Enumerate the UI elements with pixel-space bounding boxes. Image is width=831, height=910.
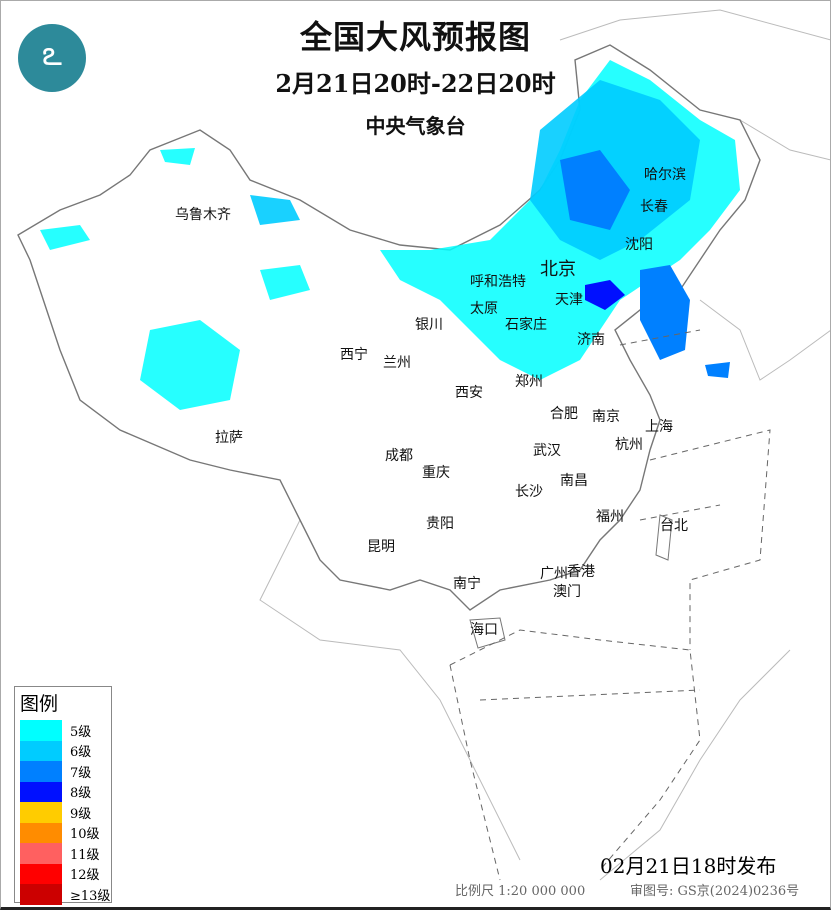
city-label: 哈尔滨 — [644, 167, 686, 183]
city-label: 济南 — [577, 332, 605, 348]
city-label: 石家庄 — [505, 317, 547, 333]
map-scale: 比例尺 1:20 000 000 — [455, 884, 586, 899]
taiwan-outline — [655, 514, 673, 561]
city-label: 银川 — [415, 317, 443, 333]
city-label: 南京 — [592, 409, 620, 425]
city-label: 北京 — [540, 259, 576, 280]
city-label: 上海 — [645, 419, 673, 435]
legend-swatch — [20, 740, 62, 761]
city-label: 太原 — [470, 301, 498, 317]
wind-areas — [40, 60, 740, 410]
legend-swatch — [20, 720, 62, 741]
city-label: 贵阳 — [426, 516, 454, 532]
city-label: 长春 — [640, 199, 668, 215]
neighbor-borders — [259, 9, 831, 881]
legend-item: 8级 — [15, 781, 111, 802]
city-label: 郑州 — [515, 374, 543, 390]
city-label: 兰州 — [383, 355, 411, 371]
forecast-period: 2月21日20时-22日20时 — [275, 69, 556, 98]
city-label: 西宁 — [340, 347, 368, 363]
legend-item: 10级 — [15, 822, 111, 843]
city-label: 长沙 — [515, 484, 543, 500]
legend-label: ≥13级 — [70, 888, 111, 904]
city-label: 沈阳 — [625, 237, 653, 253]
city-label: 乌鲁木齐 — [175, 207, 231, 223]
legend-title: 图例 — [20, 693, 59, 715]
city-label: 南宁 — [453, 576, 481, 592]
legend-item: 5级 — [15, 720, 111, 741]
legend-swatch — [20, 884, 62, 905]
release-time: 02月21日18时发布 — [600, 854, 777, 878]
city-label: 拉萨 — [215, 430, 243, 446]
city-label: 澳门 — [553, 584, 581, 600]
city-label: 台北 — [660, 518, 688, 534]
city-label: 重庆 — [422, 465, 450, 481]
legend-label: 8级 — [70, 786, 92, 802]
sea-boundaries — [449, 329, 771, 881]
city-label: 武汉 — [533, 443, 561, 459]
city-label: 昆明 — [367, 539, 395, 555]
legend-swatch — [20, 863, 62, 884]
city-label: 杭州 — [615, 437, 643, 453]
legend-item: 11级 — [15, 843, 111, 864]
city-label: 西安 — [455, 385, 483, 401]
city-label: 香港 — [567, 564, 595, 580]
legend-item: 9级 — [15, 802, 111, 823]
cma-logo: ఽ — [18, 24, 86, 92]
legend: 图例 5级 6级 7级 8级 9级 10级 11级 12级 ≥13级 — [14, 686, 112, 905]
map-title: 全国大风预报图 — [299, 18, 531, 56]
legend-label: 11级 — [70, 847, 100, 863]
legend-swatch — [20, 761, 62, 782]
city-label: 福州 — [596, 509, 624, 525]
legend-swatch — [20, 781, 62, 802]
city-label: 南昌 — [560, 473, 588, 489]
legend-label: 10级 — [70, 827, 100, 843]
city-label: 成都 — [385, 448, 413, 464]
legend-item: ≥13级 — [15, 884, 111, 905]
legend-label: 12级 — [70, 868, 100, 884]
legend-swatch — [20, 822, 62, 843]
legend-label: 5级 — [70, 724, 92, 740]
legend-item: 6级 — [15, 740, 111, 761]
hainan-outline — [469, 617, 506, 649]
legend-label: 9级 — [70, 806, 92, 822]
issuer: 中央气象台 — [365, 114, 466, 138]
city-label: 海口 — [470, 622, 498, 638]
legend-swatch — [20, 843, 62, 864]
approval-number: 审图号: GS京(2024)0236号 — [630, 884, 800, 899]
city-label: 合肥 — [550, 406, 578, 422]
city-label: 天津 — [555, 292, 583, 308]
legend-label: 7级 — [70, 765, 92, 781]
legend-label: 6级 — [70, 745, 92, 761]
city-label: 广州 — [540, 566, 568, 582]
legend-item: 7级 — [15, 761, 111, 782]
legend-swatch — [20, 802, 62, 823]
city-label: 呼和浩特 — [470, 274, 526, 290]
legend-item: 12级 — [15, 863, 111, 884]
